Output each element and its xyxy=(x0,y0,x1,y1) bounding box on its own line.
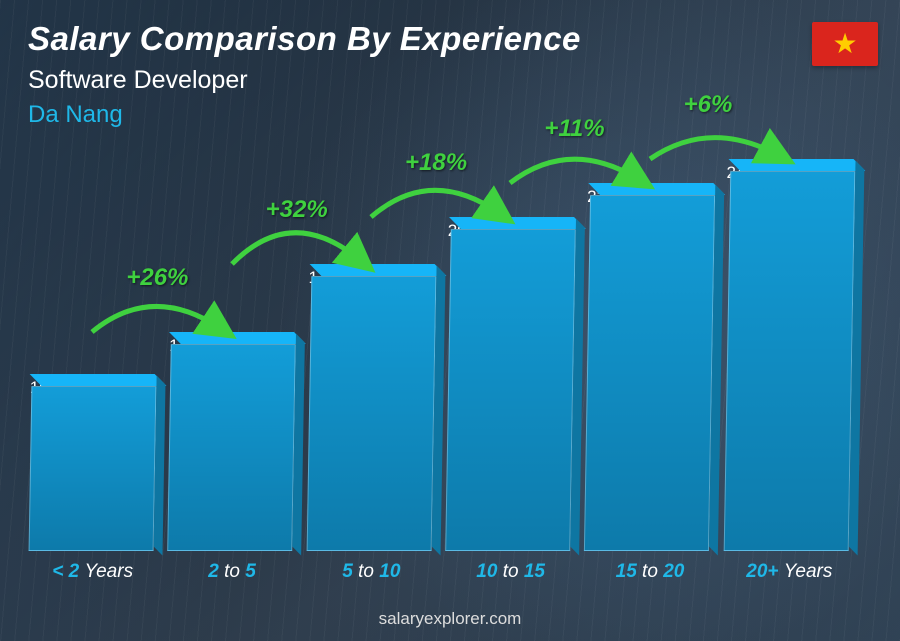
flag-vietnam-icon: ★ xyxy=(812,22,878,66)
bar-x-label: 10 to 15 xyxy=(476,561,545,583)
arc-svg-icon xyxy=(224,200,374,270)
bar-x-label: 5 to 10 xyxy=(342,561,400,583)
bar xyxy=(168,344,297,551)
bar-group: 22,700,000 VND15 to 20 +11% xyxy=(587,195,712,583)
bar-x-label: 15 to 20 xyxy=(616,561,685,583)
bar-group: 13,200,000 VND2 to 5 +26% xyxy=(169,344,294,583)
arc-svg-icon xyxy=(84,268,234,338)
bar-front xyxy=(29,386,157,551)
bar-front xyxy=(723,171,855,551)
bar xyxy=(723,171,855,551)
bar-top xyxy=(589,183,726,195)
bar xyxy=(584,195,716,551)
bar-top xyxy=(449,217,586,229)
growth-pct-label: +32% xyxy=(266,196,328,224)
arc-svg-icon xyxy=(363,153,513,223)
chart-title: Salary Comparison By Experience xyxy=(28,20,581,58)
bar-x-label: < 2 Years xyxy=(52,561,133,583)
bar-group: 20,500,000 VND10 to 15 +18% xyxy=(448,229,573,583)
growth-arc: +18% xyxy=(363,153,513,223)
growth-arc: +32% xyxy=(224,200,374,270)
footer-attribution: salaryexplorer.com xyxy=(0,609,900,629)
bar-group: 24,200,000 VND20+ Years +6% xyxy=(727,171,852,583)
growth-pct-label: +18% xyxy=(405,149,467,177)
bar-front xyxy=(306,276,436,551)
growth-pct-label: +26% xyxy=(126,264,188,292)
bar-top xyxy=(309,264,446,276)
growth-arc: +26% xyxy=(84,268,234,338)
bar xyxy=(306,276,436,551)
bar-group: 10,500,000 VND< 2 Years xyxy=(30,386,155,583)
bar xyxy=(29,386,157,551)
bar-x-label: 2 to 5 xyxy=(208,561,256,583)
chart-location: Da Nang xyxy=(28,101,581,129)
flag-star-icon: ★ xyxy=(832,30,857,58)
bar-front xyxy=(445,229,576,551)
bar-front xyxy=(168,344,297,551)
bar-side xyxy=(293,333,306,555)
bar-group: 17,500,000 VND5 to 10 +32% xyxy=(309,276,434,583)
bar-top xyxy=(728,159,865,171)
bar-side xyxy=(154,376,166,556)
bar-top xyxy=(169,332,306,344)
bar-x-label: 20+ Years xyxy=(746,561,832,583)
bar-top xyxy=(30,374,167,386)
bar xyxy=(445,229,576,551)
bar-chart: 10,500,000 VND< 2 Years13,200,000 VND2 t… xyxy=(30,133,852,583)
chart-header: Salary Comparison By Experience Software… xyxy=(28,20,581,129)
chart-subtitle: Software Developer xyxy=(28,66,581,95)
bar-front xyxy=(584,195,716,551)
